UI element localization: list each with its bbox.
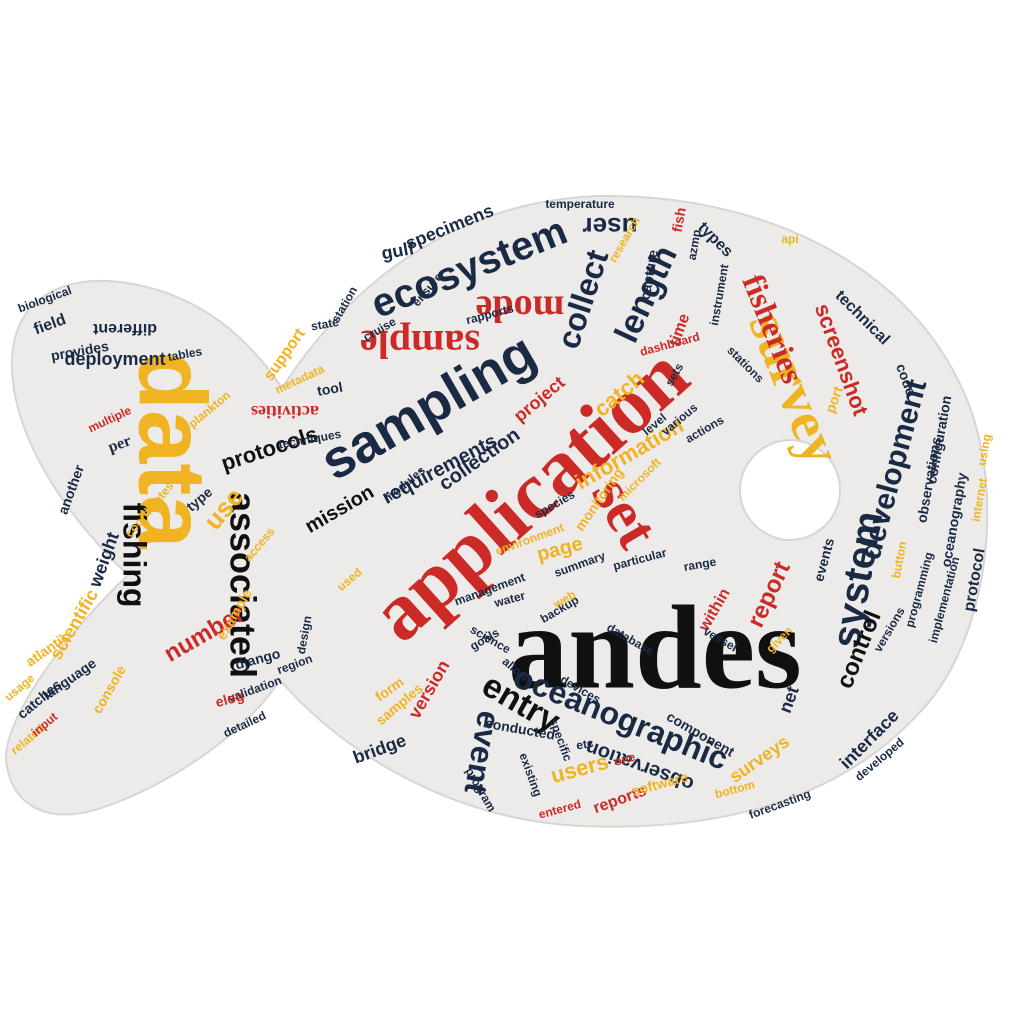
word-design: design <box>294 615 315 656</box>
word-activities: activities <box>251 402 319 422</box>
word-one: one <box>613 750 638 769</box>
word-range: range <box>683 554 718 574</box>
word-associated: associated <box>222 492 263 678</box>
word-etc: etc <box>575 736 595 753</box>
word-temperature: temperature <box>545 197 615 211</box>
word-elog: elog <box>214 687 246 710</box>
word-deployment: deployment <box>64 349 165 369</box>
word-data: data <box>119 351 226 549</box>
word-sample: sample <box>360 322 480 367</box>
word-fish: fish <box>669 206 689 233</box>
word-tables: tables <box>167 344 204 364</box>
word-using: using <box>975 433 994 467</box>
word-andes: andes <box>508 581 801 714</box>
word-state: state <box>310 315 340 334</box>
fish-silhouette <box>4 194 989 828</box>
word-mode: mode <box>476 287 565 329</box>
word-per: per <box>106 432 134 456</box>
word-api: api <box>781 232 798 246</box>
word-tool: tool <box>316 379 344 399</box>
word-user: user <box>583 212 638 242</box>
word-button: button <box>889 540 909 579</box>
word-different: different <box>92 320 157 337</box>
word-fishing: fishing <box>117 503 153 608</box>
word-azmp: azmp <box>685 229 704 262</box>
